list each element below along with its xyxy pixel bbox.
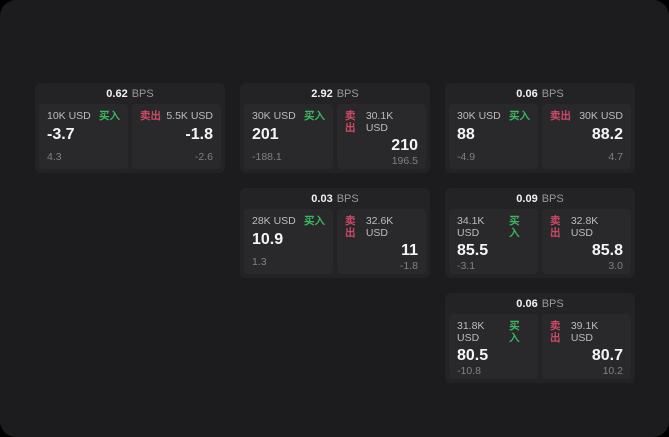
quote-panels: 34.1K USD 买入 85.5 -3.1 卖出 32.8K USD 85.8… (445, 209, 635, 278)
buy-notional: 10K USD (47, 110, 91, 122)
buy-delta: -188.1 (252, 151, 282, 163)
bps-value: 2.92 (311, 87, 333, 100)
buy-quote-panel[interactable]: 28K USD 买入 10.9 1.3 (244, 209, 333, 274)
sell-tag: 卖出 (345, 215, 356, 239)
quote-card-3: 0.06 BPS 30K USD 买入 88 -4.9 卖出 30K USD (445, 83, 635, 173)
buy-delta: -4.9 (457, 151, 476, 163)
quote-card-6: 0.06 BPS 31.8K USD 买入 80.5 -10.8 卖出 39.1… (445, 293, 635, 383)
buy-tag: 买入 (304, 110, 325, 122)
bps-unit-label: BPS (336, 87, 359, 100)
quote-card-2: 2.92 BPS 30K USD 买入 201 -188.1 卖出 30.1K … (240, 83, 430, 173)
card-header: 0.62 BPS (35, 83, 225, 104)
buy-delta: -3.1 (457, 260, 476, 273)
bps-unit-label: BPS (336, 192, 359, 205)
buy-quote-panel[interactable]: 30K USD 买入 201 -188.1 (244, 104, 333, 169)
buy-price: 85.5 (457, 242, 489, 260)
sell-price: 11 (401, 242, 418, 260)
buy-quote-panel[interactable]: 31.8K USD 买入 80.5 -10.8 (449, 314, 538, 379)
sell-tag: 卖出 (550, 320, 561, 344)
buy-notional: 31.8K USD (457, 320, 485, 344)
buy-tag: 买入 (99, 110, 120, 122)
bps-unit-label: BPS (541, 297, 564, 310)
sell-quote-panel[interactable]: 卖出 32.6K USD 11 -1.8 (337, 209, 426, 274)
bps-value: 0.62 (106, 87, 128, 100)
bps-value: 0.06 (516, 297, 538, 310)
sell-quote-panel[interactable]: 卖出 30K USD 88.2 4.7 (542, 104, 631, 169)
buy-notional: 30K USD (457, 110, 501, 122)
buy-price: 80.5 (457, 347, 489, 365)
bps-unit-label: BPS (541, 192, 564, 205)
buy-price: 201 (252, 125, 279, 143)
sell-tag: 卖出 (140, 110, 161, 122)
bps-value: 0.06 (516, 87, 538, 100)
sell-price: 210 (391, 137, 418, 155)
buy-quote-panel[interactable]: 10K USD 买入 -3.7 4.3 (39, 104, 128, 169)
sell-price: 80.7 (591, 347, 623, 365)
quote-card-1: 0.62 BPS 10K USD 买入 -3.7 4.3 卖出 5.5K USD (35, 83, 225, 173)
sell-notional: 30K USD (579, 110, 623, 122)
buy-tag: 买入 (509, 110, 530, 122)
buy-quote-panel[interactable]: 30K USD 买入 88 -4.9 (449, 104, 538, 169)
sell-price: -1.8 (185, 125, 213, 143)
buy-notional: 34.1K USD (457, 215, 485, 239)
card-header: 2.92 BPS (240, 83, 430, 104)
buy-tag: 买入 (509, 215, 520, 239)
sell-notional: 32.6K USD (365, 215, 394, 239)
sell-price: 88.2 (591, 125, 623, 143)
buy-price: 88 (457, 125, 475, 143)
sell-delta: 4.7 (608, 151, 623, 163)
sell-notional: 32.8K USD (570, 215, 599, 239)
buy-notional: 28K USD (252, 215, 296, 227)
quote-panels: 30K USD 买入 201 -188.1 卖出 30.1K USD 210 1… (240, 104, 430, 173)
sell-price: 85.8 (591, 242, 623, 260)
sell-tag: 卖出 (345, 110, 356, 134)
bps-value: 0.03 (311, 192, 333, 205)
sell-delta: -1.8 (399, 260, 418, 273)
buy-delta: 4.3 (47, 151, 62, 163)
bps-unit-label: BPS (131, 87, 154, 100)
buy-quote-panel[interactable]: 34.1K USD 买入 85.5 -3.1 (449, 209, 538, 274)
quote-panels: 30K USD 买入 88 -4.9 卖出 30K USD 88.2 4.7 (445, 104, 635, 173)
sell-quote-panel[interactable]: 卖出 32.8K USD 85.8 3.0 (542, 209, 631, 274)
quote-card-5: 0.09 BPS 34.1K USD 买入 85.5 -3.1 卖出 32.8K… (445, 188, 635, 278)
sell-quote-panel[interactable]: 卖出 30.1K USD 210 196.5 (337, 104, 426, 169)
sell-tag: 卖出 (550, 110, 571, 122)
card-header: 0.06 BPS (445, 83, 635, 104)
sell-notional: 39.1K USD (570, 320, 599, 344)
quote-grid: 0.62 BPS 10K USD 买入 -3.7 4.3 卖出 5.5K USD (35, 83, 635, 383)
buy-tag: 买入 (509, 320, 520, 344)
sell-notional: 30.1K USD (365, 110, 394, 134)
quote-panels: 10K USD 买入 -3.7 4.3 卖出 5.5K USD -1.8 -2.… (35, 104, 225, 173)
buy-delta: 1.3 (252, 256, 267, 268)
bps-value: 0.09 (516, 192, 538, 205)
card-header: 0.09 BPS (445, 188, 635, 209)
sell-tag: 卖出 (550, 215, 561, 239)
buy-tag: 买入 (304, 215, 325, 227)
sell-quote-panel[interactable]: 卖出 39.1K USD 80.7 10.2 (542, 314, 631, 379)
buy-notional: 30K USD (252, 110, 296, 122)
quote-card-4: 0.03 BPS 28K USD 买入 10.9 1.3 卖出 32.6K US… (240, 188, 430, 278)
card-header: 0.03 BPS (240, 188, 430, 209)
buy-price: -3.7 (47, 125, 75, 143)
sell-delta: -2.6 (194, 151, 213, 163)
sell-notional: 5.5K USD (166, 110, 213, 122)
card-header: 0.06 BPS (445, 293, 635, 314)
buy-delta: -10.8 (457, 365, 481, 378)
bps-unit-label: BPS (541, 87, 564, 100)
sell-delta: 10.2 (602, 365, 623, 378)
sell-delta: 196.5 (391, 155, 418, 168)
sell-delta: 3.0 (608, 260, 623, 273)
sell-quote-panel[interactable]: 卖出 5.5K USD -1.8 -2.6 (132, 104, 221, 169)
buy-price: 10.9 (252, 230, 284, 248)
quote-panels: 28K USD 买入 10.9 1.3 卖出 32.6K USD 11 -1.8 (240, 209, 430, 278)
quote-panels: 31.8K USD 买入 80.5 -10.8 卖出 39.1K USD 80.… (445, 314, 635, 383)
